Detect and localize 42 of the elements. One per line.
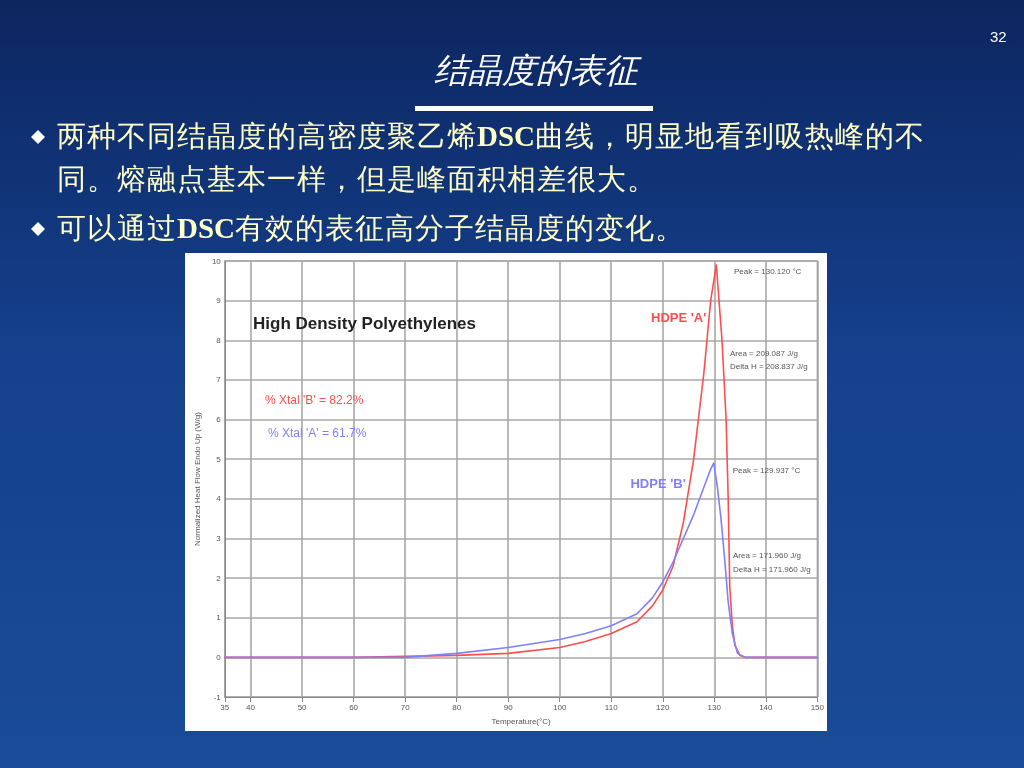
x-tick-label: 120 <box>656 702 670 712</box>
y-tick-label: 10 <box>211 256 222 266</box>
y-tick-label: 4 <box>216 494 222 504</box>
x-tick-label: 130 <box>707 702 722 712</box>
annotation: Delta H = 208.837 J/g <box>730 361 808 371</box>
chart-title: 结晶度的表征 <box>433 49 643 92</box>
y-tick-label: 3 <box>216 533 222 543</box>
annotation: Delta H = 171.960 J/g <box>733 564 811 574</box>
y-tick-label: 6 <box>216 415 222 425</box>
text: 32 <box>990 28 1007 45</box>
text: 两种不同结晶度的高密度聚乙烯DSC曲线，明显地看到吸热峰的不同。熔融点基本一样，但是峰面积相差很大。 <box>57 118 926 198</box>
x-tick-label: 90 <box>503 702 514 712</box>
x-tick-label: 150 <box>810 702 825 712</box>
x-tick-label: 140 <box>759 702 774 712</box>
y-tick-label: 8 <box>216 335 222 345</box>
y-tick-label: 9 <box>216 296 222 306</box>
annotation: Area = 209.087 J/g <box>730 348 798 358</box>
annotation: Area = 171.960 J/g <box>733 550 801 560</box>
annotation: Peak = 129.937 °C <box>732 465 801 475</box>
y-tick-label: 5 <box>216 454 222 464</box>
x-tick-label: 60 <box>349 702 359 712</box>
y-tick-label: 0 <box>216 652 222 662</box>
x-tick-label: 100 <box>553 702 567 712</box>
annotation: % Xtal 'B' = 82.2% <box>265 393 364 407</box>
text: 可以通过DSC有效的表征高分子结晶度的变化。 <box>57 210 686 247</box>
x-tick-label: 80 <box>452 702 462 712</box>
y-tick-label: 1 <box>216 613 222 623</box>
x-tick-label: 35 <box>220 702 230 712</box>
annotation: % Xtal 'A' = 61.7% <box>268 426 367 440</box>
x-tick-label: 50 <box>297 702 308 712</box>
x-tick-label: 40 <box>246 702 256 712</box>
annotation: Peak = 130.120 °C <box>733 267 802 277</box>
series-label: HDPE 'A' <box>651 310 707 326</box>
y-tick-label: 7 <box>216 375 222 385</box>
y-tick-label: 2 <box>216 573 222 583</box>
x-axis-title: Temperature(°C) <box>491 716 551 726</box>
text: High Density Polyethylenes <box>253 313 476 333</box>
line-series <box>224 462 819 659</box>
y-tick-label: -1 <box>213 692 222 702</box>
x-tick-label: 110 <box>604 702 619 712</box>
y-axis-title: Normalized Heat Flow Endo Up (W/g) <box>192 411 202 546</box>
x-tick-label: 70 <box>400 702 411 712</box>
